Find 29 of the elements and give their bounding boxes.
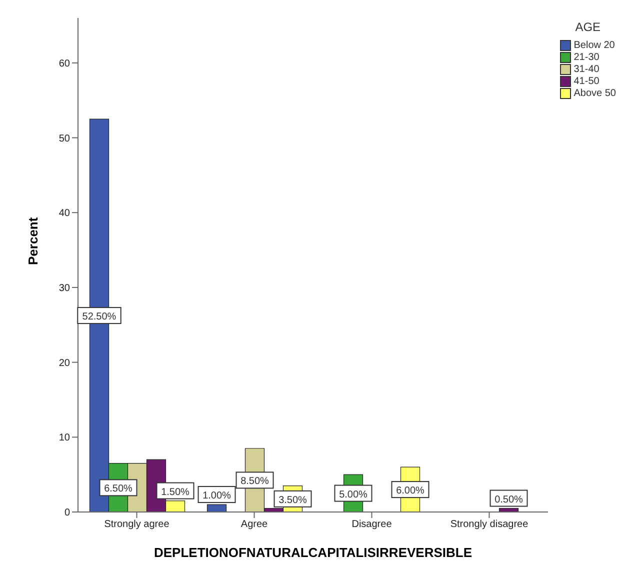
y-tick-label: 10: [58, 432, 70, 444]
x-tick-label: Strongly disagree: [450, 519, 529, 530]
x-axis-title: DEPLETIONOFNATURALCAPITALISIRREVERSIBLE: [154, 545, 472, 560]
legend-label: Above 50: [574, 88, 616, 99]
data-label: 8.50%: [240, 476, 270, 488]
data-label: 1.50%: [161, 486, 190, 498]
y-tick-label: 40: [58, 208, 70, 220]
data-label: 6.00%: [396, 486, 425, 497]
legend-title: AGE: [574, 20, 602, 34]
x-tick-label: Strongly agree: [104, 519, 170, 530]
bar: [206, 504, 227, 512]
legend-label: Below 20: [574, 40, 615, 51]
y-tick-label: 20: [58, 358, 70, 369]
data-label: 0.50%: [494, 494, 524, 506]
y-axis-title: Percent: [26, 216, 41, 265]
y-tick-label: 30: [58, 283, 70, 294]
legend-label: 41-50: [574, 76, 600, 87]
data-label: 3.50%: [278, 494, 308, 506]
legend-label: 21-30: [574, 52, 600, 63]
data-label: 6.50%: [104, 484, 133, 495]
x-tick-label: Disagree: [352, 519, 392, 530]
data-label: 5.00%: [339, 489, 368, 500]
data-label: 52.50%: [82, 312, 116, 323]
data-label: 1.00%: [202, 490, 232, 502]
y-tick-label: 60: [58, 58, 70, 70]
x-tick-label: Agree: [240, 519, 268, 530]
legend-label: 31-40: [574, 64, 600, 75]
y-tick-label: 50: [58, 133, 70, 144]
y-tick-label: 0: [64, 508, 70, 519]
